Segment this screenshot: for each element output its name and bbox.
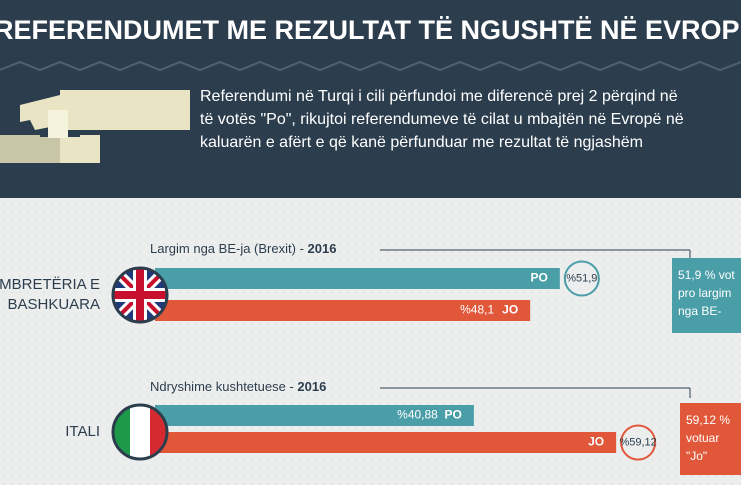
note-line: votuar (686, 431, 719, 445)
value-badge (620, 424, 657, 461)
bar (155, 432, 617, 453)
series-name: PO (445, 408, 462, 422)
note-box (680, 403, 741, 475)
chart-year: 2016 (308, 241, 337, 256)
flag-ring (111, 266, 169, 324)
charts: Largim nga BE-ja (Brexit) - 2016 MBRETËRI… (0, 241, 741, 475)
series-name: JO (502, 303, 518, 317)
note-line: "Jo" (686, 449, 707, 463)
intro-line: kaluarën e afërt e që kanë përfunduar me… (200, 134, 643, 151)
series-name: JO (588, 435, 604, 449)
chart-title-text: Ndryshime kushtetuese (150, 379, 286, 394)
chart-year: 2016 (297, 379, 326, 394)
chart-title: Largim nga BE-ja (Brexit) - 2016 (150, 241, 336, 256)
value-label: %51,9 (566, 272, 597, 284)
chart-title: Ndryshime kushtetuese - 2016 (150, 379, 326, 394)
title: REFERENDUMET ME REZULTAT TË NGUSHTË NË E… (0, 15, 741, 45)
intro-line: Referendumi në Turqi i cili përfundoi me… (200, 88, 678, 105)
separator: - (296, 241, 308, 256)
ballot-icon (0, 90, 190, 163)
note-line: nga BE- (678, 304, 721, 318)
flag-ring (111, 403, 169, 461)
value-label: %59,12 (619, 436, 656, 448)
country-label: MBRETËRIA E (0, 276, 100, 293)
note-line: pro largim (678, 286, 731, 300)
separator: - (286, 379, 298, 394)
note-box (672, 258, 741, 333)
intro-line: të votës "Po", rikujtoi referendumeve të… (200, 111, 684, 128)
bar (155, 405, 474, 426)
zigzag (0, 60, 741, 72)
chart-title-text: Largim nga BE-ja (Brexit) (150, 241, 296, 256)
bar (155, 268, 560, 289)
series-name: PO (530, 271, 547, 285)
intro: Referendumi në Turqi i cili përfundoi me… (200, 88, 684, 151)
note-line: 51,9 % vot (678, 268, 735, 282)
note-line: 59,12 % (686, 413, 730, 427)
bar (155, 300, 531, 321)
value-badge (563, 260, 600, 297)
value-label: %48,1 (460, 303, 494, 317)
country-label: ITALI (65, 423, 100, 440)
country-label: BASHKUARA (7, 296, 100, 313)
flag-italy (114, 406, 166, 458)
value-label: %40,88 (397, 408, 438, 422)
